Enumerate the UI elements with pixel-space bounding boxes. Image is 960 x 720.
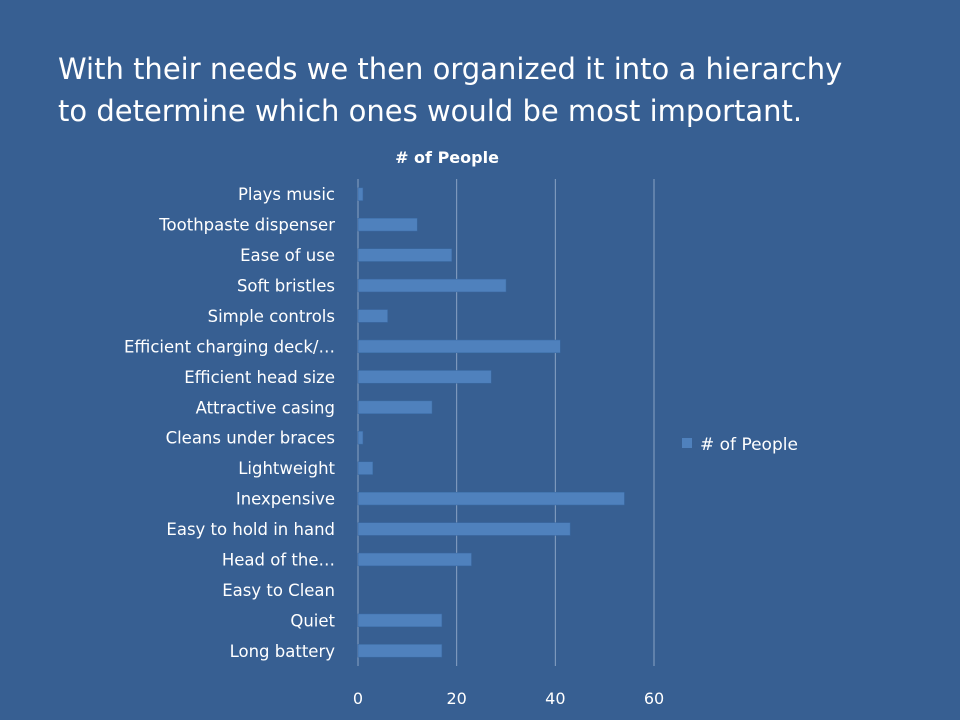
category-label: Efficient charging deck/… (124, 337, 335, 356)
bar (357, 491, 625, 506)
bar (357, 218, 418, 232)
bar (357, 461, 374, 475)
category-label: Easy to Clean (222, 581, 335, 600)
bar (357, 339, 561, 354)
slide-title-line-2: to determine which ones would be most im… (58, 94, 803, 128)
bar-layer (357, 187, 625, 658)
legend-label: # of People (700, 435, 798, 455)
category-label: Head of the… (222, 550, 335, 569)
category-label: Long battery (230, 642, 336, 661)
x-tick-label: 0 (353, 689, 363, 708)
bar (357, 552, 472, 567)
category-label: Lightweight (238, 459, 335, 478)
bar (357, 278, 507, 293)
bar (357, 400, 433, 414)
bar (357, 522, 571, 536)
category-label: Quiet (290, 611, 335, 630)
slide-title: With their needs we then organized it in… (58, 48, 918, 132)
bar (357, 644, 443, 658)
bar (357, 613, 443, 627)
bar (357, 187, 364, 201)
x-tick-label: 40 (545, 689, 565, 708)
bar (357, 370, 492, 384)
x-tick-label: 60 (644, 689, 664, 708)
category-label: Inexpensive (236, 490, 335, 509)
slide-title-line-1: With their needs we then organized it in… (58, 52, 843, 86)
bar (357, 309, 388, 323)
category-label: Attractive casing (196, 398, 335, 417)
category-label: Plays music (238, 185, 335, 204)
category-label-layer: Plays music Toothpaste dispenser Ease of u… (124, 185, 336, 661)
category-label: Efficient head size (184, 368, 335, 387)
chart-title: # of People (395, 148, 499, 167)
bar (357, 248, 452, 262)
category-label: Ease of use (240, 246, 335, 265)
legend: # of People (682, 435, 798, 455)
tick-label-layer: 0 20 40 60 (353, 689, 664, 708)
category-label: Soft bristles (237, 277, 335, 296)
x-tick-label: 20 (446, 689, 466, 708)
category-label: Cleans under braces (166, 429, 335, 448)
legend-swatch (682, 438, 692, 448)
bar (357, 431, 364, 445)
category-label: Easy to hold in hand (166, 520, 335, 539)
category-label: Simple controls (208, 307, 335, 326)
category-label: Toothpaste dispenser (158, 216, 335, 235)
